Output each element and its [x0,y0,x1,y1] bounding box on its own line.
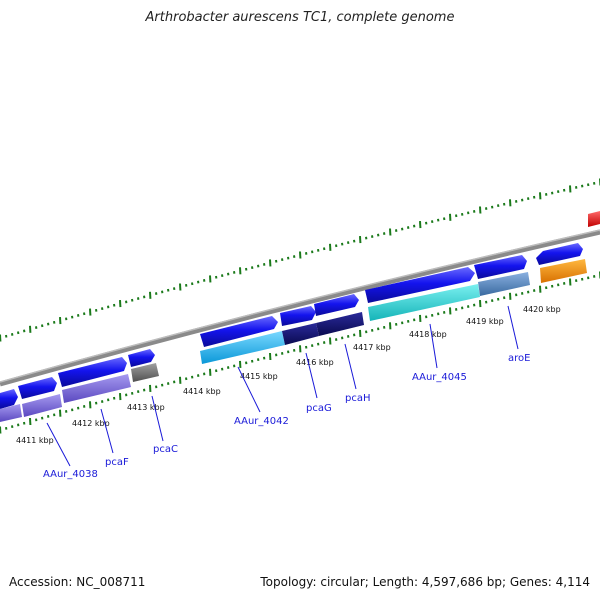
gene-arrow[interactable] [365,267,475,303]
gene-label-pcaf[interactable]: pcaF [105,457,129,468]
gene-arrow[interactable] [474,255,527,279]
kbp-label: 4412 kbp [72,419,110,428]
outer-ruler-ticks [0,178,600,342]
accession-text: Accession: NC_008711 [9,575,146,589]
gene-arrow[interactable] [58,357,127,387]
genome-summary-text: Topology: circular; Length: 4,597,686 bp… [260,575,590,589]
gene-arrow[interactable] [280,306,316,326]
genome-backbone [0,229,600,387]
kbp-label: 4415 kbp [240,372,278,381]
kbp-label: 4416 kbp [296,358,334,367]
gene-label-aaur-4038[interactable]: AAur_4038 [43,469,98,480]
cds-bar[interactable] [316,312,364,336]
kbp-label: 4420 kbp [523,305,561,314]
cds-bar[interactable] [200,331,285,364]
genome-backbone-highlight [0,229,600,383]
gene-label-aaur-4042[interactable]: AAur_4042 [234,416,289,427]
cds-bar[interactable] [478,272,530,296]
gene-label-pcah[interactable]: pcaH [345,393,371,404]
red-gene-arrow[interactable] [588,211,600,227]
cds-bar[interactable] [22,394,62,417]
kbp-label: 4413 kbp [127,403,165,412]
map-title: Arthrobacter aurescens TC1, complete gen… [145,10,455,25]
cds-bar[interactable] [282,323,319,345]
gene-arrow[interactable] [0,389,18,409]
kbp-labels: 4411 kbp 4412 kbp 4413 kbp 4414 kbp 4415… [16,305,561,445]
cds-bar[interactable] [368,284,480,321]
kbp-label: 4419 kbp [466,317,504,326]
gene-arrow[interactable] [536,243,583,265]
gene-arrow[interactable] [18,377,57,399]
kbp-label: 4414 kbp [183,387,221,396]
gene-arrow[interactable] [128,349,155,367]
inner-ruler-ticks [0,271,600,434]
kbp-label: 4418 kbp [409,330,447,339]
kbp-label: 4417 kbp [353,343,391,352]
label-leaders [46,305,519,467]
gene-arrow[interactable] [200,316,278,347]
gene-label-aaur-4045[interactable]: AAur_4045 [412,372,467,383]
forward-genes [0,243,583,409]
gene-label-pcag[interactable]: pcaG [306,403,332,414]
gene-label-pcac[interactable]: pcaC [153,444,178,455]
gene-arrow[interactable] [314,294,359,316]
gene-labels: AAur_4038 pcaF pcaC AAur_4042 pcaG pcaH … [43,353,530,480]
cds-features [0,259,587,422]
orange-feature[interactable] [540,259,587,283]
cds-bar[interactable] [131,363,159,382]
cds-bar[interactable] [62,374,131,403]
kbp-label: 4411 kbp [16,436,54,445]
gene-label-aroe[interactable]: aroE [508,353,530,364]
cds-bar[interactable] [0,404,22,422]
